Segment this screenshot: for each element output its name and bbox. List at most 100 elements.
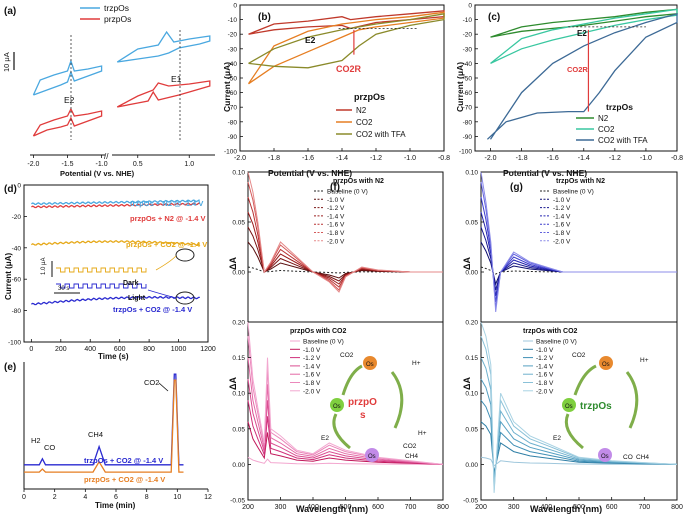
scheme-f-os-label-2: Os (368, 454, 376, 460)
tick-g-x-label-1: 300 (508, 504, 520, 511)
tick-c-y-label-2: -80 (463, 119, 473, 126)
series-e-0 (24, 373, 184, 466)
spectrum-f-bottom-0 (247, 456, 444, 465)
g-bot-legend-label-6: -2.0 V (536, 388, 554, 395)
tick-b-y-label-7: -30 (228, 46, 238, 53)
cv-a-1-seg-0 (32, 107, 103, 137)
f-top-legend-label-2: -1.2 V (327, 205, 345, 212)
tick-d-x-label-2: 400 (84, 346, 96, 353)
axis-g-ylabel-top: ΔA (462, 257, 472, 270)
annotation-c-co2r: CO2R (567, 65, 588, 74)
plot-d-frame (23, 184, 209, 343)
legend-f-top: Baseline (0 V)-1.0 V-1.2 V-1.4 V -1.6 V-1… (314, 189, 368, 245)
axis-f-xlabel: Wavelength (nm) (296, 504, 368, 514)
plot-b-frame (239, 4, 445, 152)
panel-d: (d) 0 200 400 600 800 1000 1200 -100 -80 -60 -40 -2… (4, 183, 216, 362)
scale-bar-a-label: 10 μA (2, 52, 11, 72)
tick-b-y-label-8: -20 (228, 32, 238, 39)
tick-e-x-label-5: 10 (173, 494, 181, 501)
f-bot-legend-label-5: -1.8 V (303, 380, 321, 387)
tick-c-x-label-5: -1.0 (640, 155, 652, 162)
legend-b: N2 CO2 CO2 with TFA (336, 106, 406, 139)
scheme-f-arrow-right (390, 371, 404, 429)
panel-e: (e) 0 2 4 6 8 10 12 H2 CO CH4 CO2 trzpOs + CO2… (4, 362, 212, 510)
tick-b-y-label-9: -10 (228, 17, 238, 24)
panel-g: (g) 200 300 400 500 600 700 800 0.00 0.05 0.10 -0.… (462, 170, 683, 515)
tick-d-x-label-5: 1000 (171, 346, 187, 353)
tick-f-ybot-label-5: 0.20 (232, 320, 245, 327)
spectrum-g-bottom-1 (480, 421, 678, 474)
spectrum-g-bottom-2 (480, 399, 678, 478)
tick-a-label-4: 1.0 (184, 161, 194, 168)
legend-c-label-0: N2 (598, 114, 609, 123)
tick-f-ytop-label-0: 0.00 (232, 270, 245, 277)
tick-f-ybot-label-1: 0.00 (232, 462, 245, 469)
label-e-0: trzpOs + CO2 @ -1.4 V (84, 456, 163, 465)
plot-g-ticks: 200 300 400 500 600 700 800 0.00 0.05 0.10 -0.05 0.… (463, 170, 683, 512)
plot-g-top-title: trzpOs with N2 (556, 178, 605, 185)
tick-g-ytop-label-0: 0.00 (465, 270, 478, 277)
panel-f-letter: (f) (330, 182, 340, 193)
axis-c-xlabel: Potential (V vs. NHE) (503, 168, 587, 178)
g-bot-legend-label-2: -1.2 V (536, 355, 554, 362)
tick-c-y-label-8: -20 (463, 32, 473, 39)
g-top-legend-label-0: Baseline (0 V) (553, 189, 594, 196)
tick-c-y-label-6: -40 (463, 61, 473, 68)
tick-a-label-0: -2.0 (27, 161, 39, 168)
g-bot-legend-label-5: -1.8 V (536, 380, 554, 387)
tick-c-x-label-2: -1.6 (547, 155, 559, 162)
axis-f-ylabel-top: ΔA (228, 257, 238, 270)
axis-f-ylabel-bottom: ΔA (228, 377, 238, 390)
tick-d-y-label-5: 0 (17, 183, 21, 190)
plot-e-ticks: 0 2 4 6 8 10 12 (22, 489, 212, 501)
tick-g-ybot-label-3: 0.10 (465, 391, 478, 398)
scheme-f-os-label-1: Os (333, 404, 341, 410)
tick-g-ytop-label-1: 0.05 (465, 220, 478, 227)
tick-c-y-label-10: 0 (468, 3, 472, 10)
scheme-g-os-label-1: Os (565, 404, 573, 410)
tick-a-label-3: 0.5 (133, 161, 143, 168)
panel-c: (c) -2.0 -1.8 -1.6 -1.4 -1.2 -1.0 -0.8-100-90-… (455, 3, 683, 179)
tick-c-y-label-9: -10 (463, 17, 473, 24)
spectrum-g-bottom-0 (480, 456, 678, 467)
tick-b-x-label-3: -1.4 (336, 155, 348, 162)
series-b-2 (248, 13, 445, 69)
plot-b-series (247, 10, 445, 85)
tick-d-y-label-0: -100 (8, 340, 21, 347)
tick-c-y-label-0: -100 (459, 149, 472, 156)
tick-d-y-label-1: -80 (12, 308, 22, 315)
f-top-legend-label-6: -2.0 V (327, 238, 345, 245)
panel-c-letter: (c) (488, 12, 500, 23)
tick-d-x-label-4: 800 (143, 346, 155, 353)
spectrum-g-bottom-3 (480, 378, 678, 482)
tick-g-ytop-label-2: 0.10 (465, 170, 478, 177)
tick-e-x-label-4: 8 (145, 494, 149, 501)
spectrum-g-bottom-4 (480, 357, 678, 486)
f-bot-legend-label-3: -1.4 V (303, 363, 321, 370)
scheme-g-arrow-top (573, 364, 597, 396)
scheme-g-text-e2: E2 (553, 435, 561, 442)
tick-g-x-label-2: 400 (540, 504, 552, 511)
tick-g-x-label-0: 200 (475, 504, 487, 511)
axis-e-xlabel: Time (min) (95, 501, 136, 510)
plot-d-ticks: 0 200 400 600 800 1000 1200 -100 -80 -60 -40 -20 0 (8, 183, 216, 354)
tick-c-x-label-3: -1.4 (578, 155, 590, 162)
axis-d-ylabel: Current (μA) (4, 253, 13, 300)
g-top-legend-label-4: -1.6 V (553, 222, 571, 229)
cv-a-1-seg-1 (116, 80, 211, 108)
tick-g-ybot-label-5: 0.20 (465, 320, 478, 327)
g-top-legend-label-5: -1.8 V (553, 230, 571, 237)
tick-d-y-label-2: -60 (12, 277, 22, 284)
inset-d-dark: Dark (123, 280, 139, 287)
tick-f-x-label-5: 700 (405, 504, 417, 511)
panel-a-curves (32, 30, 211, 140)
cv-a-0-seg-0 (32, 58, 103, 96)
scheme-f-arrow-left (332, 413, 351, 450)
inset-d-scale-y-label: 1.0 μA (41, 258, 47, 275)
plot-f-bottom-title: przpOs with CO2 (290, 328, 347, 335)
annotation-b-e2: E2 (305, 35, 316, 45)
plot-c-series (486, 8, 678, 140)
tick-b-y-label-2: -80 (228, 119, 238, 126)
axis-g-xlabel: Wavelength (nm) (530, 504, 602, 514)
